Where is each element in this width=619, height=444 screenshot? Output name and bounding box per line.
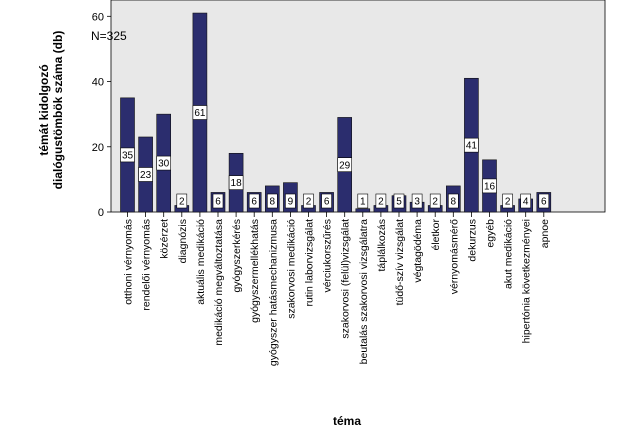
- y-tick-label: 40: [92, 77, 104, 89]
- category-label: vérnyomásmérő: [448, 219, 460, 294]
- category-label: egyéb: [485, 219, 497, 248]
- category-label: hipertónia következményei: [521, 219, 533, 343]
- y-tick-label: 0: [98, 207, 104, 219]
- data-label: 6: [541, 197, 547, 208]
- data-label-box: [337, 157, 353, 173]
- data-label-box: [285, 193, 296, 209]
- data-label: 23: [140, 170, 152, 181]
- data-label-box: [464, 137, 479, 153]
- data-label-box: [502, 193, 513, 209]
- y-tick-label: 60: [92, 11, 104, 23]
- data-label: 29: [339, 160, 351, 171]
- y-tick-label: 20: [92, 142, 104, 154]
- data-labels: 35 23 30 2 61 6 18 6 8 9 2 6 29 1 2 5 3 2 8 41 16 2 4 6: [120, 105, 550, 209]
- data-label-box: [447, 193, 459, 209]
- data-label-box: [303, 193, 314, 209]
- data-label: 4: [523, 197, 529, 208]
- x-axis-label: téma: [333, 414, 361, 428]
- category-label: életkor: [430, 218, 442, 250]
- category-label: beutalás szakorvosi vizsgálatra: [358, 219, 370, 364]
- data-label: 2: [505, 197, 511, 208]
- y-axis-label-line-1: témát kidolgozó: [37, 64, 51, 155]
- category-label: rutin laborvizsgálat: [304, 219, 316, 307]
- category-label: végtagödéma: [412, 219, 424, 283]
- data-label: 41: [466, 141, 478, 152]
- category-label: dekurzus: [466, 219, 478, 262]
- data-label: 8: [451, 197, 457, 208]
- data-label: 6: [251, 197, 257, 208]
- data-label: 2: [378, 197, 384, 208]
- data-label-box: [120, 147, 135, 163]
- data-label-box: [266, 193, 278, 209]
- data-label-box: [482, 178, 497, 194]
- data-label-box: [321, 193, 332, 209]
- y-axis-label-line-2: dialógustömbök száma (db): [51, 31, 65, 190]
- category-label: otthoni vérnyomás: [123, 219, 135, 305]
- category-label: szakorvosi (felül)vizsgálat: [340, 219, 352, 339]
- data-label: 2: [179, 197, 185, 208]
- category-label: aktuális medikáció: [195, 219, 207, 305]
- category-label: szakorvosi medikáció: [285, 219, 297, 319]
- category-label: akut medikáció: [503, 219, 515, 289]
- y-axis: 0 20 40 60: [92, 11, 111, 219]
- data-label: 61: [194, 108, 206, 119]
- category-label: diagnózis: [177, 219, 189, 263]
- data-label: 1: [360, 197, 366, 208]
- data-label: 2: [306, 197, 312, 208]
- data-label-box: [520, 193, 532, 209]
- category-label: közérzet: [159, 219, 171, 259]
- data-label: 2: [432, 197, 438, 208]
- data-label-box: [138, 167, 153, 182]
- category-label: táplálkozás: [376, 219, 388, 272]
- data-label-box: [176, 193, 188, 209]
- data-label: 6: [215, 197, 221, 208]
- bar: [355, 208, 371, 213]
- data-label: 9: [288, 197, 294, 208]
- data-label: 5: [396, 197, 402, 208]
- category-label: rendelői vérnyomás: [141, 219, 153, 311]
- data-label-box: [248, 193, 260, 209]
- data-label-box: [375, 193, 387, 209]
- x-axis: otthoni vérnyomás rendelői vérnyomás közér…: [123, 212, 551, 366]
- sample-size-annotation: N=325: [91, 29, 127, 43]
- data-label-box: [429, 193, 441, 209]
- category-label: gyógyszer hatásmechanizmusa: [267, 219, 279, 366]
- data-label-box: [393, 193, 405, 209]
- data-label-box: [538, 193, 550, 209]
- data-label-box: [192, 105, 208, 120]
- data-label: 30: [158, 159, 170, 170]
- data-label-box: [212, 193, 224, 209]
- data-label-box: [156, 155, 171, 171]
- category-label: vérciukorszűrés: [322, 219, 334, 293]
- data-label: 3: [414, 197, 420, 208]
- data-label: 16: [484, 182, 496, 193]
- data-label: 6: [324, 197, 330, 208]
- category-label: gyógyszerkérés: [231, 219, 243, 293]
- data-label-box: [357, 193, 369, 209]
- data-label-box: [228, 175, 244, 190]
- plot-area: [110, 0, 606, 213]
- category-label: gyógyszermellékhatás: [249, 219, 261, 323]
- data-label-box: [411, 193, 423, 209]
- category-label: tüdő-szív vizsgálat: [394, 219, 406, 305]
- category-label: apnoe: [539, 219, 551, 248]
- data-label: 8: [270, 197, 276, 208]
- data-label: 18: [231, 178, 243, 189]
- category-label: medikáció megváltoztatása: [213, 219, 225, 346]
- data-label: 35: [122, 151, 134, 162]
